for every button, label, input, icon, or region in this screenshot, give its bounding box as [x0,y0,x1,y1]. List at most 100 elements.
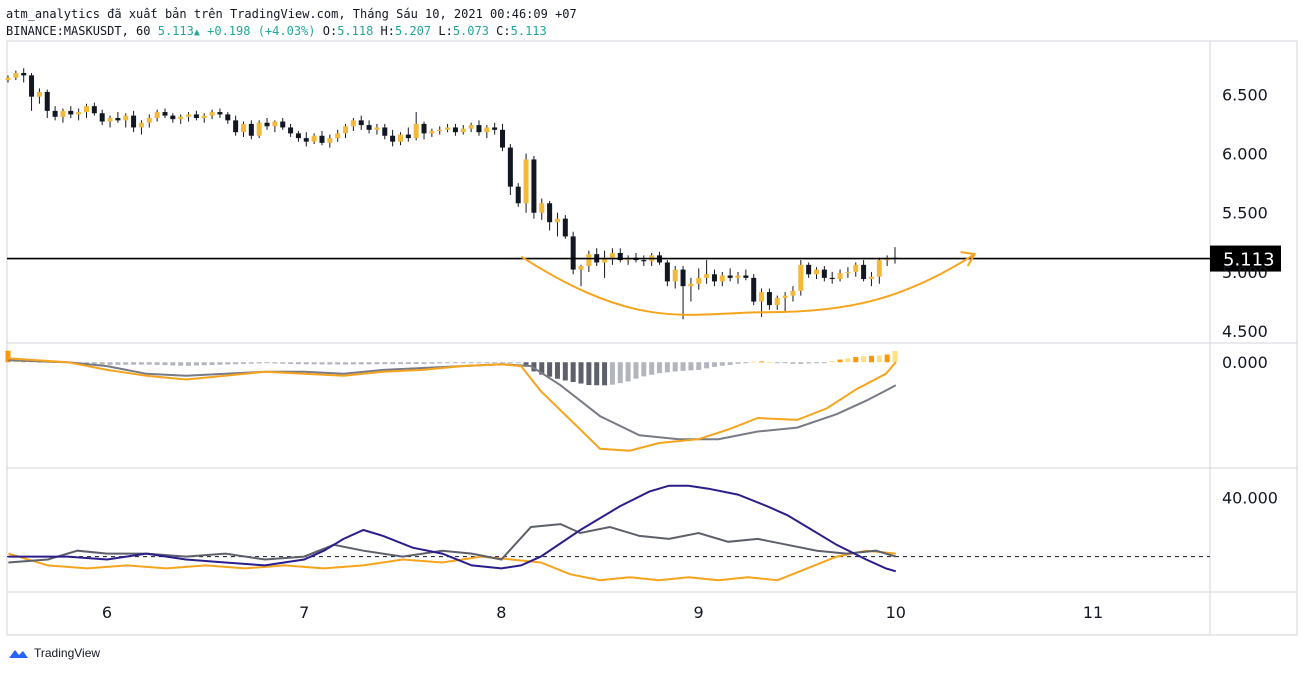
candle-body [280,121,286,128]
candle-body [154,112,160,118]
macd-histogram-bar [845,358,851,363]
candle-body [405,134,411,139]
candle-body [123,115,129,121]
candle-body [664,262,670,282]
candle-body [798,264,804,291]
candle-body [562,218,568,237]
time-label-10: 10 [886,603,906,622]
macd-histogram-bar [209,362,215,365]
candle-body [696,277,702,284]
macd-histogram-bar [476,362,482,364]
tradingview-logo[interactable]: TradingView [6,646,100,660]
candle-body [806,264,812,275]
candle-body [570,236,576,270]
macd-histogram-bar [193,362,199,366]
adx-40-label: 40.000 [1222,489,1278,508]
candle-body [162,112,168,116]
candle-body [390,135,396,142]
open-label: O: [322,24,338,38]
candle-body [641,260,647,262]
up-triangle-icon: ▲ [193,27,200,38]
macd-histogram-bar [162,362,168,366]
candle-body [814,269,820,275]
time-label-8: 8 [496,603,506,622]
candle-body [374,127,380,130]
candle-body [759,292,765,302]
macd-histogram-bar [751,361,757,363]
tradingview-cloud-icon [9,650,28,658]
candle-body [225,114,231,121]
price-label: 5.500 [1222,204,1268,223]
candle-body [468,125,474,129]
candle-body [366,125,372,130]
candle-body [460,128,466,133]
candle-body [711,274,717,282]
macd-histogram-bar [107,362,113,365]
close-value-2: 5.113 [510,24,547,38]
macd-histogram-bar [735,362,741,364]
macd-histogram-bar [688,362,694,371]
candle-body [217,112,223,115]
candle-body [586,254,592,267]
symbol-line: BINANCE:MASKUSDT, 60 5.113▲ +0.198 (+4.0… [6,24,547,40]
macd-histogram-bar [217,362,223,365]
low-value: 5.073 [452,24,489,38]
macd-histogram-bar [586,362,592,386]
candle-body [193,114,199,118]
candle-body [782,295,788,298]
candle-body [21,72,27,76]
candle-body [523,159,529,204]
macd-histogram-bar [633,362,639,379]
candle-body [743,275,749,278]
macd-pane[interactable] [5,350,898,452]
macd-histogram-bar [445,362,451,364]
macd-histogram-bar [829,361,835,363]
candle-body [539,203,545,213]
macd-histogram-bar [766,361,772,363]
price-pane[interactable]: 5.113 [5,68,1282,320]
axes: 6 7 8 9 10 11 6.500 6.000 5.500 5.000 4.500 0.000 40… [102,85,1278,622]
adx-pane[interactable] [7,484,1210,582]
macd-histogram-bar [578,362,584,384]
macd-histogram-bar [327,362,333,365]
open-value: 5.118 [337,24,374,38]
macd-histogram-bar [617,362,623,384]
candle-body [146,117,152,123]
macd-histogram-bar [256,362,262,364]
candle-body [617,252,623,261]
candle-body [476,125,482,133]
macd-histogram-bar [335,362,341,365]
macd-histogram-bar [806,362,812,364]
candle-body [500,129,506,148]
macd-histogram-bar [201,362,207,366]
candle-body [36,91,42,97]
macd-histogram-bar [609,362,615,385]
macd-histogram-bar [178,362,184,366]
macd-histogram-bar [759,361,765,363]
macd-histogram-bar [99,362,105,365]
macd-histogram-bar [272,362,278,364]
candle-body [492,127,498,130]
candle-body [107,117,113,122]
macd-histogram-bar [366,362,372,365]
last-price-tag [1210,245,1281,272]
macd-histogram-bar [814,362,820,364]
candle-body [507,147,513,187]
candle-body [178,116,184,120]
candle-body [547,203,553,223]
macd-histogram-bar [711,362,717,367]
candle-body [350,120,356,127]
candle-body [821,269,827,278]
candle-body [83,106,89,113]
candle-body [248,123,254,136]
macd-histogram-bar [515,362,521,364]
macd-histogram-bar [704,362,710,369]
macd-histogram-bar [437,362,443,364]
candle-body [397,134,403,142]
tradingview-brand: TradingView [34,646,101,660]
candle-body [853,264,859,272]
candle-body [719,275,725,282]
outer-border [6,40,1298,636]
macd-histogram-bar [570,362,576,382]
